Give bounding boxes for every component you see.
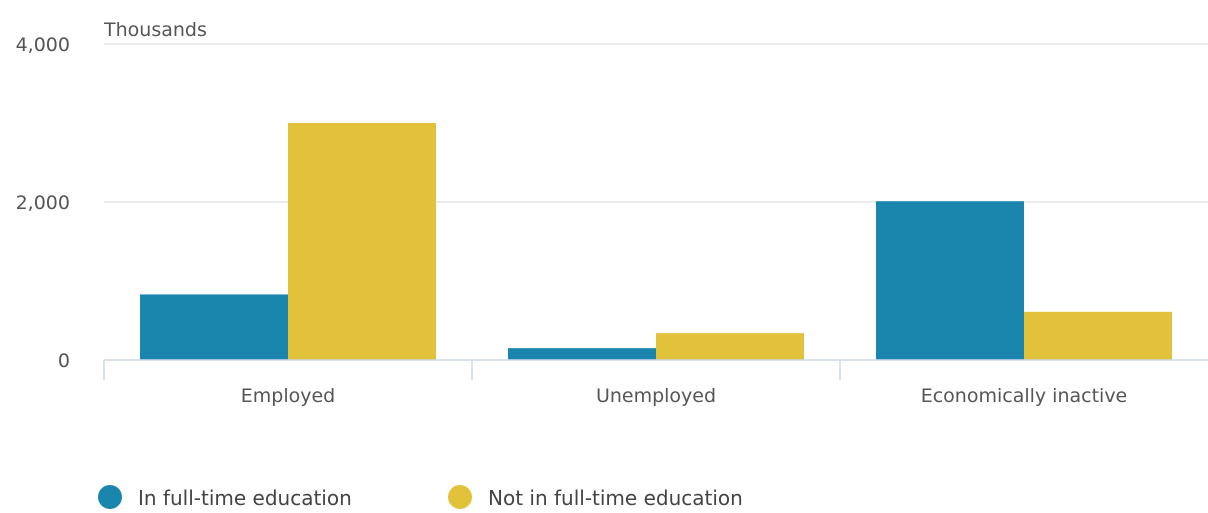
- legend-marker-0: [98, 485, 122, 509]
- legend-label-0: In full-time education: [138, 486, 352, 510]
- x-axis-ticks: Employed Unemployed Economically inactive: [241, 385, 1128, 407]
- x-tick-label: Employed: [241, 385, 335, 407]
- x-tick-label: Economically inactive: [921, 385, 1128, 407]
- legend: In full-time education Not in full-time e…: [98, 485, 743, 510]
- y-unit-label: Thousands: [103, 19, 207, 41]
- y-tick-label: 2,000: [16, 192, 70, 214]
- y-tick-label: 4,000: [16, 34, 70, 56]
- bar-not-in-education-0: [288, 123, 436, 360]
- bar-not-in-education-2: [1024, 311, 1172, 360]
- bars: [140, 123, 1172, 360]
- bar-in-education-0: [140, 294, 288, 360]
- legend-marker-1: [448, 485, 472, 509]
- x-axis: [103, 359, 1208, 380]
- bar-in-education-2: [876, 201, 1024, 360]
- legend-label-1: Not in full-time education: [488, 486, 743, 510]
- y-axis-ticks: 0 2,000 4,000: [16, 34, 70, 372]
- x-tick-label: Unemployed: [596, 385, 716, 407]
- bar-in-education-1: [508, 348, 656, 360]
- bar-not-in-education-1: [656, 333, 804, 360]
- y-tick-label: 0: [58, 350, 70, 372]
- gridlines: [104, 43, 1208, 203]
